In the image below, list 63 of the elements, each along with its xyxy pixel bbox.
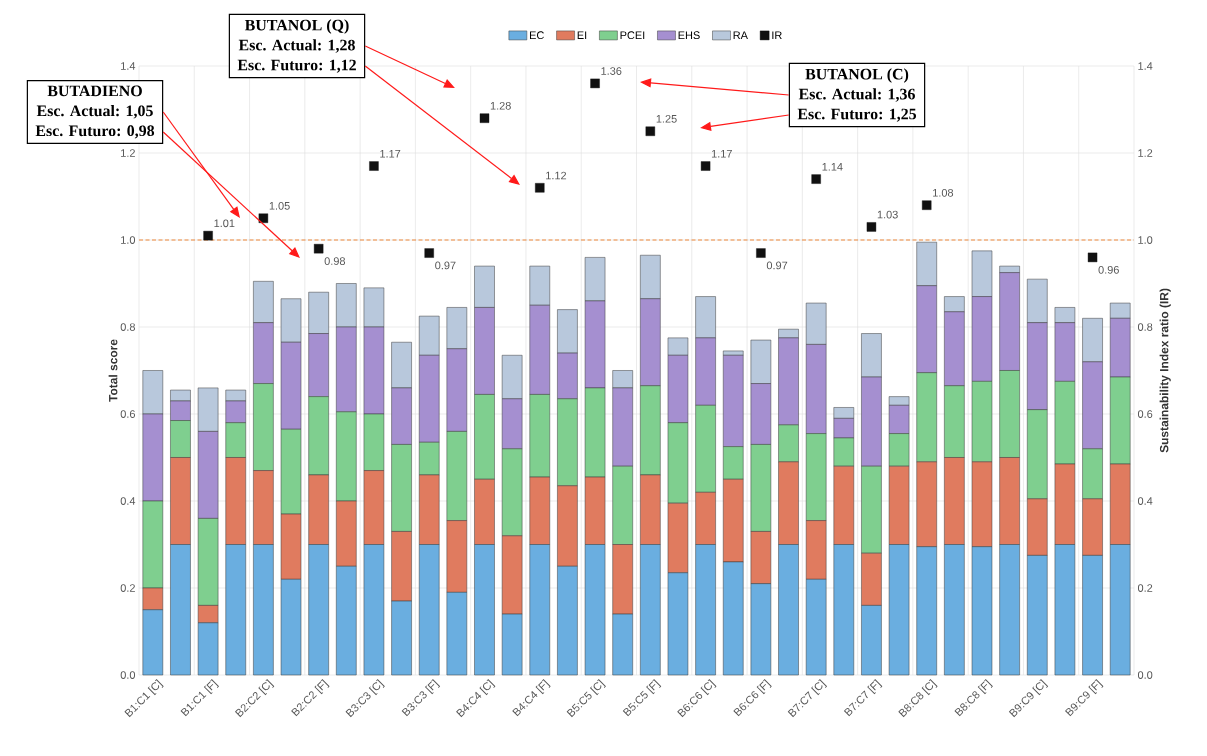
annotation: Esc. Actual: 1,36 bbox=[798, 88, 915, 102]
y2-tick-label: 1.2 bbox=[1138, 149, 1153, 157]
data-label: 1.17 bbox=[380, 149, 401, 158]
point bbox=[535, 183, 545, 193]
y-tick-label: 1.4 bbox=[121, 62, 136, 70]
y2-tick-label: 0.4 bbox=[1137, 497, 1153, 505]
legend-label: PCEI bbox=[620, 31, 645, 40]
point bbox=[645, 126, 656, 136]
point bbox=[258, 213, 269, 223]
data-label: 1.03 bbox=[877, 210, 898, 219]
annotation: Esc. Futuro: 1,12 bbox=[237, 59, 356, 73]
data-label: 0.97 bbox=[435, 261, 456, 270]
y2-axis-title: Sustainability Index ratio (IR) bbox=[1159, 288, 1171, 453]
data-label: 0.98 bbox=[324, 257, 346, 265]
point bbox=[700, 161, 711, 171]
text: BUTANOL (Q) bbox=[244, 19, 349, 34]
point bbox=[590, 78, 600, 89]
data-label: 0.97 bbox=[766, 261, 788, 270]
y-tick-label: 0.6 bbox=[120, 410, 135, 418]
annotation: BUTANOL (C) bbox=[805, 68, 909, 83]
y-tick-label: 0.2 bbox=[120, 584, 135, 592]
annotation: Esc. Futuro: 1,25 bbox=[797, 108, 917, 122]
legend-label: EI bbox=[577, 31, 587, 39]
point bbox=[479, 113, 490, 123]
point bbox=[866, 222, 877, 232]
data-label: 1.01 bbox=[214, 219, 235, 228]
y-tick-label: 1.2 bbox=[121, 149, 135, 157]
data-label: 1.28 bbox=[490, 101, 511, 110]
data-label: 1.36 bbox=[601, 67, 622, 75]
annotation: BUTADIENO bbox=[47, 85, 142, 97]
point bbox=[811, 174, 821, 184]
data-label: 1.14 bbox=[822, 163, 843, 171]
data-label: 1.25 bbox=[656, 114, 677, 123]
point bbox=[922, 200, 932, 210]
point bbox=[1087, 252, 1098, 263]
legend-label: EHS bbox=[678, 31, 700, 40]
y2-tick-label: 1.0 bbox=[1138, 236, 1153, 244]
y2-tick-label: 0.8 bbox=[1137, 323, 1153, 331]
y2-tick-label: 0.6 bbox=[1137, 410, 1153, 418]
annotation: Esc. Actual: 1,05 bbox=[36, 104, 153, 119]
point bbox=[424, 248, 434, 258]
y2-tick-label: 1.4 bbox=[1138, 62, 1153, 70]
legend-label: RA bbox=[733, 31, 748, 39]
point bbox=[369, 161, 379, 171]
data-label: 0.96 bbox=[1098, 265, 1119, 274]
y-axis-title: Total score bbox=[108, 339, 118, 402]
y-tick-label: 0.8 bbox=[120, 323, 135, 331]
point bbox=[203, 230, 213, 241]
data-label: 1.17 bbox=[711, 149, 732, 158]
text: Esc. Actual: 1,28 bbox=[238, 39, 355, 53]
legend-label: IR bbox=[772, 31, 782, 39]
data-label: 1.08 bbox=[933, 188, 954, 197]
y-tick-label: 0.0 bbox=[120, 671, 136, 679]
y2-tick-label: 0.0 bbox=[1137, 671, 1153, 679]
point bbox=[756, 248, 766, 258]
annotation: Esc. Futuro: 0,98 bbox=[35, 125, 155, 139]
data-label: 1.12 bbox=[546, 171, 567, 180]
data-label: 1.05 bbox=[269, 201, 290, 210]
y-tick-label: 1.0 bbox=[121, 236, 136, 244]
point bbox=[313, 244, 324, 254]
y-tick-label: 0.4 bbox=[120, 497, 136, 505]
legend-label: EC bbox=[530, 31, 544, 40]
y2-tick-label: 0.2 bbox=[1137, 584, 1153, 592]
